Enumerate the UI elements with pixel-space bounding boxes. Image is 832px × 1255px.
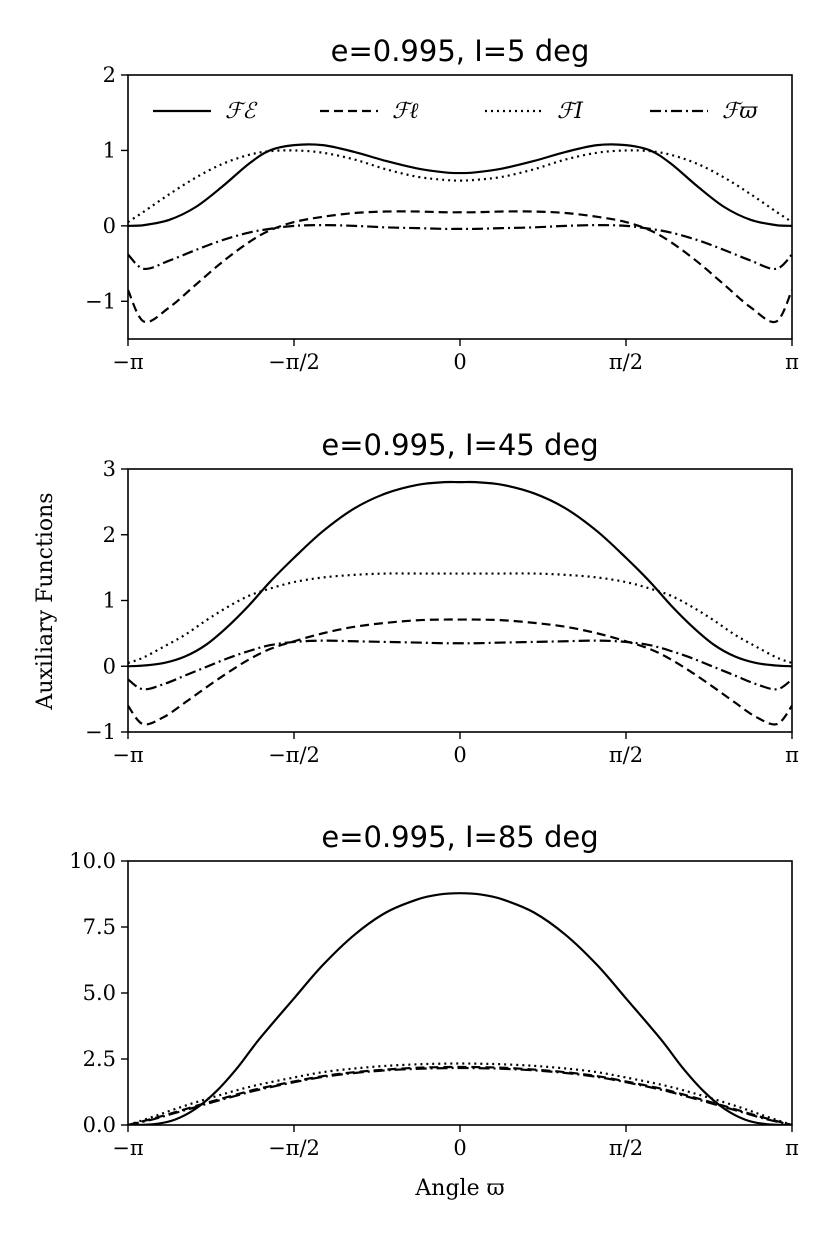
x-tick-label: π [785, 743, 799, 767]
plot-frame [127, 860, 793, 1126]
y-tick-label: 5.0 [83, 981, 116, 1005]
x-tick-label: π [785, 1136, 799, 1160]
x-tick-label: 0 [453, 350, 466, 374]
y-tick-label: 3 [103, 457, 116, 481]
x-tick-label: π [785, 350, 799, 374]
panel-2-title: e=0.995, I=45 deg [321, 428, 598, 462]
y-tick-label: 2 [103, 63, 116, 87]
y-tick-label: 0.0 [83, 1113, 116, 1137]
panel-3-title: e=0.995, I=85 deg [321, 820, 598, 854]
legend-dotted-label: ℱI [557, 99, 584, 124]
series-solid-line [128, 480, 792, 668]
panel-1: e=0.995, I=5 deg −π −π/2 0 π/2 π −1 0 1 2 ℱℰ ℱℓ ℱI ℱϖ [85, 34, 799, 374]
y-tick-label: 7.5 [83, 915, 116, 939]
x-tick-label: π/2 [609, 1136, 643, 1160]
series-dashed-line [128, 1065, 792, 1125]
plot-frame [127, 468, 793, 733]
series-dashdot-line [128, 224, 792, 271]
panels: e=0.995, I=5 deg −π −π/2 0 π/2 π −1 0 1 2 ℱℰ ℱℓ ℱI ℱϖ… [69, 34, 799, 1201]
panel-1-title: e=0.995, I=5 deg [331, 34, 590, 68]
series-dashed-line [128, 618, 792, 726]
x-tick-label: 0 [453, 1136, 466, 1160]
series-solid-line [128, 143, 792, 227]
legend-dashdot-label: ℱϖ [722, 99, 758, 124]
y-tick-label: 1 [103, 589, 116, 613]
y-tick-label: 0 [103, 214, 116, 238]
panel-3: e=0.995, I=85 deg −π −π/2 0 π/2 π 0.0 2.5 5.0 7.5… [69, 820, 799, 1201]
y-tick-label: −1 [85, 720, 116, 744]
series-dotted-line [128, 1062, 792, 1125]
y-axis-label: Auxiliary Functions [33, 492, 58, 710]
series-dotted-line [128, 149, 792, 224]
series-dashed-line [128, 210, 792, 324]
x-tick-label: −π/2 [268, 350, 320, 374]
x-tick-label: −π [112, 743, 144, 767]
x-tick-label: −π/2 [268, 743, 320, 767]
y-tick-label: 2 [103, 523, 116, 547]
series-group [128, 480, 792, 726]
series-solid-line [128, 892, 792, 1125]
x-tick-label: π/2 [609, 350, 643, 374]
legend-dashed-label: ℱℓ [392, 99, 419, 124]
x-axis-label: Angle ϖ [414, 1176, 504, 1201]
x-tick-label: −π [112, 1136, 144, 1160]
series-dashdot-line [128, 1066, 792, 1125]
legend-solid-label: ℱℰ [225, 99, 258, 124]
y-tick-label: 10.0 [69, 849, 116, 873]
y-tick-label: −1 [85, 289, 116, 313]
x-tick-label: −π [112, 350, 144, 374]
y-tick-label: 1 [103, 138, 116, 162]
x-tick-label: −π/2 [268, 1136, 320, 1160]
legend: ℱℰ ℱℓ ℱI ℱϖ [153, 99, 758, 124]
panel-2: e=0.995, I=45 deg −π −π/2 0 π/2 π −1 0 1 2 3 [85, 428, 799, 767]
y-tick-label: 2.5 [83, 1047, 116, 1071]
x-tick-label: π/2 [609, 743, 643, 767]
y-tick-label: 0 [103, 654, 116, 678]
series-dotted-line [128, 572, 792, 665]
series-group [128, 892, 792, 1125]
series-dashdot-line [128, 639, 792, 691]
series-group [128, 143, 792, 324]
x-tick-label: 0 [453, 743, 466, 767]
